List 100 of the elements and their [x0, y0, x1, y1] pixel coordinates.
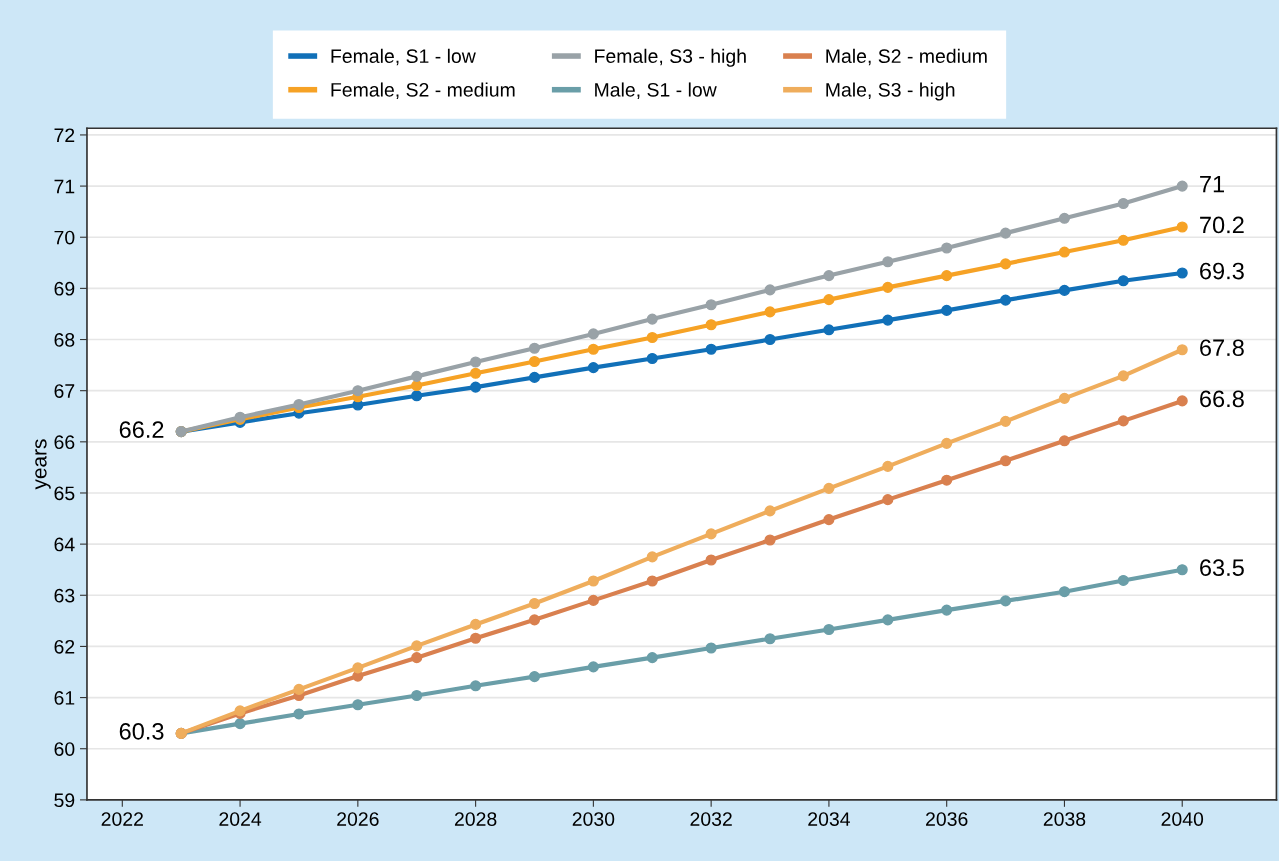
y-tick-label: 61	[54, 691, 75, 705]
y-tick-label: 72	[54, 128, 75, 142]
point	[1000, 415, 1012, 427]
point	[528, 371, 541, 383]
point	[470, 381, 482, 393]
point	[587, 343, 599, 355]
point	[646, 352, 658, 365]
point	[1058, 284, 1071, 296]
point	[587, 661, 599, 673]
point	[823, 270, 835, 282]
point	[528, 355, 541, 368]
point	[705, 554, 717, 566]
y-tick-label: 62	[54, 639, 75, 654]
point	[234, 718, 246, 730]
point	[470, 356, 482, 368]
point	[823, 623, 835, 636]
point	[941, 437, 953, 449]
point	[411, 370, 423, 382]
legend-label: Female, S2 - medium	[331, 82, 515, 100]
point	[1176, 267, 1188, 279]
point	[705, 343, 717, 355]
y-tick-label: 67	[54, 384, 75, 398]
y-axis-title: years	[35, 439, 51, 490]
legend-label: Male, S2 - medium	[826, 48, 987, 66]
point	[941, 242, 953, 254]
point	[352, 385, 364, 397]
point	[823, 294, 835, 306]
y-tick-label: 63	[54, 588, 75, 603]
point	[705, 642, 717, 654]
point	[352, 662, 364, 674]
point	[470, 632, 482, 644]
data-label: 67.8	[1200, 339, 1244, 357]
legend-label: Male, S3 - high	[826, 82, 955, 101]
point	[1058, 212, 1071, 224]
point	[411, 689, 423, 702]
point	[528, 597, 541, 610]
point	[764, 505, 776, 517]
point	[764, 534, 776, 546]
point	[1176, 221, 1188, 233]
point	[1000, 258, 1012, 270]
point	[470, 367, 482, 379]
point	[587, 575, 599, 587]
y-tick-label: 66	[54, 435, 75, 450]
y-tick-label: 59	[54, 793, 75, 808]
y-tick-label: 65	[54, 486, 75, 501]
data-label: 66.2	[119, 421, 164, 438]
y-tick-label: 64	[54, 537, 75, 552]
data-label: 70.2	[1200, 216, 1244, 234]
legend-label: Female, S1 - low	[331, 48, 476, 66]
point	[705, 319, 717, 331]
legend-label: Female, S3 - high	[595, 48, 746, 67]
point	[1117, 197, 1129, 210]
point	[352, 699, 364, 711]
point	[764, 633, 776, 645]
data-label: 71	[1200, 175, 1224, 193]
point	[823, 482, 835, 494]
y-tick-label: 70	[54, 230, 75, 245]
point	[411, 390, 423, 402]
point	[293, 398, 305, 411]
point	[1058, 586, 1071, 598]
point	[882, 614, 894, 626]
point	[941, 604, 953, 616]
point	[587, 362, 599, 374]
point	[941, 474, 953, 486]
point	[646, 313, 658, 325]
point	[882, 314, 894, 326]
point	[293, 708, 305, 720]
x-tick-label: 2024	[219, 812, 262, 826]
point	[1117, 275, 1129, 287]
x-tick-label: 2038	[1043, 812, 1086, 826]
point	[1117, 574, 1129, 586]
point	[1176, 344, 1188, 356]
point	[1058, 435, 1071, 447]
x-tick-label: 2026	[337, 812, 379, 826]
point	[1176, 180, 1188, 192]
point	[1000, 455, 1012, 467]
point	[1058, 246, 1071, 258]
point	[470, 680, 482, 692]
data-label: 66.8	[1200, 390, 1244, 408]
point	[882, 281, 894, 293]
point	[1117, 370, 1129, 382]
point	[882, 494, 894, 506]
point	[1000, 294, 1012, 306]
point	[646, 551, 658, 563]
data-label: 63.5	[1200, 559, 1244, 577]
legend-label: Male, S1 - low	[595, 82, 717, 100]
y-tick-label: 68	[54, 333, 75, 347]
point	[587, 328, 599, 340]
point	[411, 652, 423, 664]
point	[646, 652, 658, 664]
point	[587, 594, 599, 606]
point	[1176, 564, 1188, 576]
point	[528, 614, 541, 626]
point	[1000, 595, 1012, 607]
point	[941, 304, 953, 316]
x-tick-label: 2036	[926, 812, 968, 826]
point	[823, 514, 835, 526]
point	[646, 331, 658, 344]
x-tick-label: 2040	[1161, 812, 1204, 826]
point	[470, 618, 482, 630]
